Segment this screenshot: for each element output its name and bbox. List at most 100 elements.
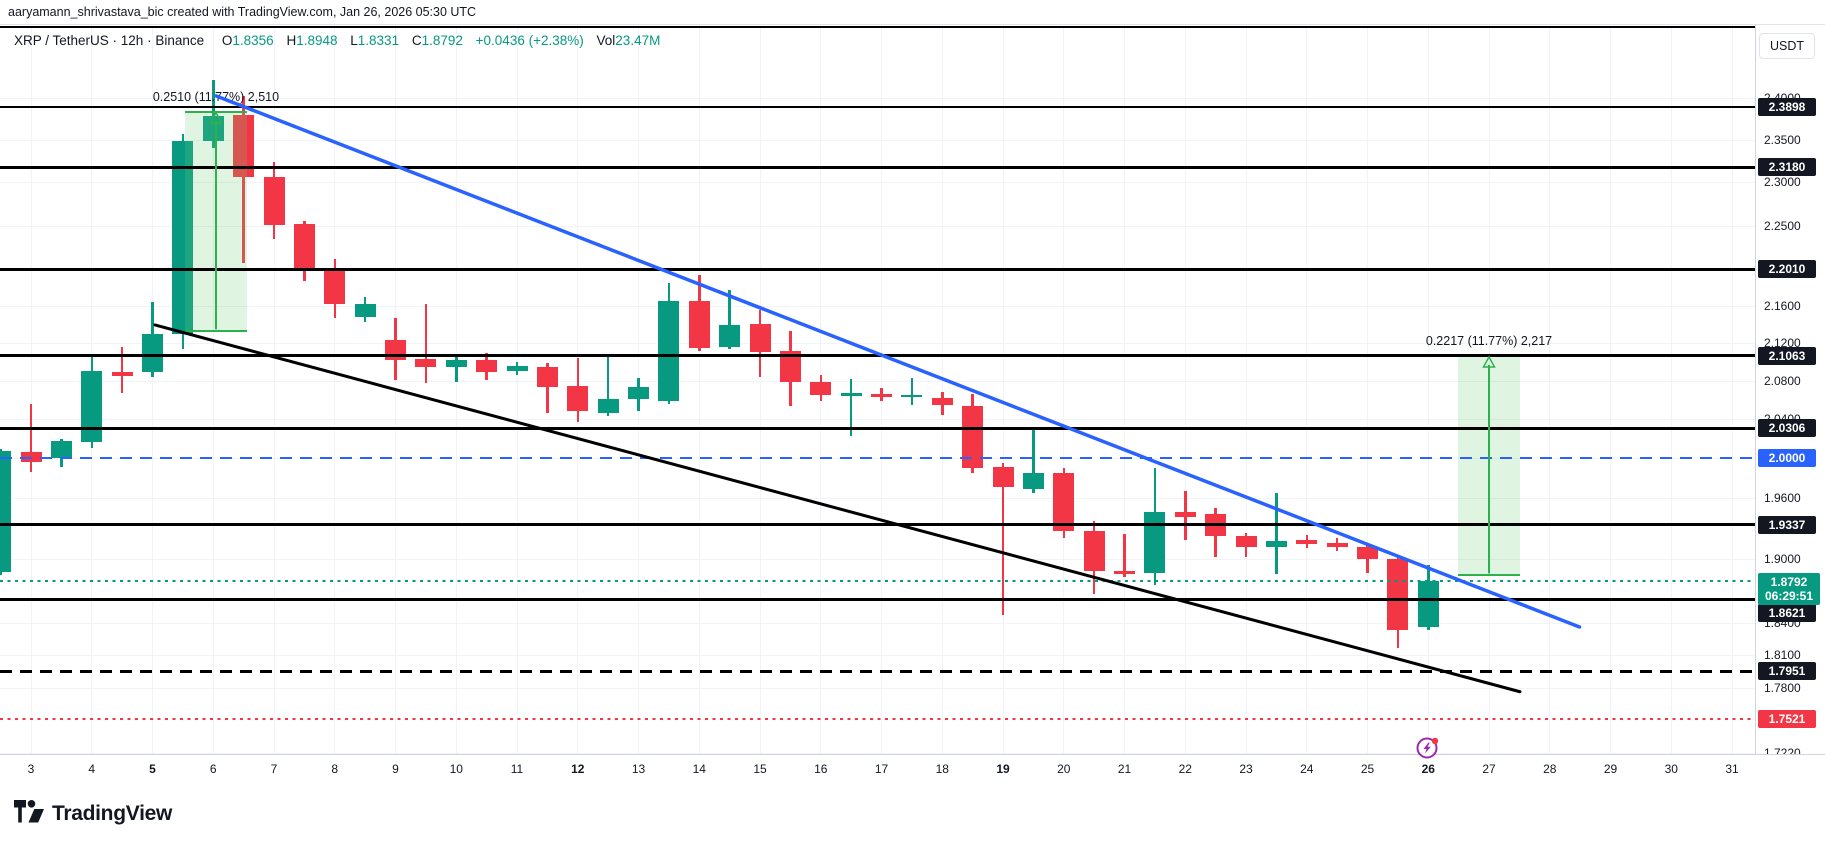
time-axis-label: 28: [1543, 762, 1557, 776]
price-tick-label: 2.3000: [1764, 175, 1801, 190]
price-badge: 2.1063: [1758, 346, 1816, 365]
time-axis-label: 29: [1603, 762, 1618, 776]
grid-line-vertical: [1245, 25, 1247, 754]
time-axis-label: 23: [1239, 762, 1253, 776]
symbol-legend[interactable]: XRP / TetherUS · 12h · Binance O1.8356 H…: [14, 33, 669, 48]
price-badge: 2.0306: [1758, 419, 1816, 438]
candle-body: [111, 371, 133, 376]
grid-line-vertical: [1427, 25, 1429, 754]
price-level-line[interactable]: [0, 26, 1755, 29]
price-level-line[interactable]: [0, 580, 1755, 582]
grid-line-vertical: [1610, 25, 1611, 754]
grid-line-horizontal: [0, 687, 1755, 689]
time-axis-label: 18: [935, 762, 949, 776]
candle-body: [20, 451, 42, 462]
candle-body: [1235, 535, 1257, 547]
candle-wick: [1275, 492, 1278, 575]
change-value: +0.0436 (+2.38%): [475, 33, 584, 48]
grid-line-horizontal: [0, 139, 1755, 141]
candle-body: [628, 387, 649, 399]
time-axis-label: 9: [392, 762, 399, 776]
grid-line-vertical: [273, 25, 275, 754]
time-axis-label: 11: [510, 762, 524, 776]
time-axis-label: 30: [1664, 762, 1678, 776]
candle-body: [1357, 547, 1378, 560]
measure-label: 0.2217 (11.77%) 2,217: [1425, 333, 1553, 348]
price-level-line[interactable]: [0, 456, 1755, 460]
measure-box[interactable]: [184, 111, 248, 332]
time-axis-label: 7: [270, 762, 278, 776]
chart-plot-area[interactable]: 0.2510 (11.77%) 2,510 0.2217 (11.77%) 2,2…: [0, 25, 1755, 754]
price-tick-label: 1.9000: [1764, 552, 1801, 567]
time-axis-label: 3: [27, 762, 35, 776]
grid-line-vertical: [1063, 25, 1065, 754]
price-level-line[interactable]: [0, 597, 1755, 601]
time-axis-label: 12: [571, 762, 585, 776]
candle-body: [901, 394, 923, 398]
measure-box-top-edge: [184, 110, 248, 113]
candle-body: [1144, 512, 1166, 573]
price-axis[interactable]: 2.40002.35002.30002.25002.16002.12002.08…: [1755, 25, 1825, 754]
symbol-title[interactable]: XRP / TetherUS · 12h · Binance: [14, 33, 205, 48]
price-level-line[interactable]: [0, 106, 1755, 108]
grid-line-horizontal: [0, 622, 1755, 624]
price-level-line[interactable]: [0, 523, 1755, 527]
price-badge: 1.7521: [1758, 710, 1816, 729]
time-axis[interactable]: 3 4 5 6 7 8 9 10 11 12 13 14 15 16 17 18 19 20 21 22 23 24 25 2…: [0, 754, 1825, 793]
candle-body: [719, 325, 741, 347]
candle-body: [1387, 559, 1409, 630]
price-level-line[interactable]: [0, 669, 1755, 673]
time-axis-label: 8: [331, 762, 339, 776]
candle-body: [992, 466, 1014, 487]
candle-body: [840, 392, 862, 397]
measure-label: 0.2510 (11.77%) 2,510: [152, 89, 280, 104]
candle-body: [415, 359, 437, 367]
price-tick-label: 1.7220: [1764, 746, 1801, 754]
grid-line-horizontal: [0, 306, 1755, 308]
measure-box[interactable]: [1458, 355, 1520, 576]
grid-line-vertical: [455, 25, 457, 754]
candle-body: [172, 140, 194, 334]
event-lightning-icon[interactable]: [1416, 736, 1440, 760]
currency-button[interactable]: USDT: [1759, 33, 1815, 59]
price-level-line[interactable]: [0, 354, 1755, 358]
candle-body: [1296, 539, 1318, 544]
grid-line-vertical: [1124, 25, 1125, 754]
price-tick-label: 2.1200: [1764, 336, 1801, 351]
tradingview-logo-text: TradingView: [52, 802, 173, 825]
grid-line-vertical: [1002, 25, 1004, 754]
price-level-line[interactable]: [0, 426, 1755, 430]
candle-body: [324, 270, 346, 304]
price-tick-label: 1.7800: [1764, 680, 1801, 695]
time-axis-label: 17: [874, 762, 889, 776]
grid-line-vertical: [759, 25, 761, 754]
ohlc-high: H1.8948: [286, 33, 338, 48]
grid-line-vertical: [1184, 25, 1186, 754]
candle-body: [1265, 540, 1287, 547]
candle-body: [0, 451, 12, 572]
grid-line-horizontal: [0, 225, 1755, 227]
candle-body: [1174, 512, 1196, 518]
price-level-line[interactable]: [0, 267, 1755, 271]
candle-body: [263, 177, 285, 226]
time-axis-label: 27: [1482, 762, 1496, 776]
grid-line-vertical: [395, 25, 396, 754]
grid-line-vertical: [698, 25, 700, 754]
time-axis-label: 22: [1178, 762, 1192, 776]
candle-body: [1326, 542, 1348, 548]
grid-line-vertical: [1306, 25, 1308, 754]
current-price-badge: 1.8792 06:29:51: [1758, 572, 1820, 605]
time-axis-label: 20: [1057, 762, 1071, 776]
price-level-line[interactable]: [0, 165, 1755, 169]
grid-line-vertical: [1670, 25, 1672, 754]
grid-line-horizontal: [0, 655, 1755, 656]
candle-body: [50, 440, 72, 459]
time-axis-label: 19: [996, 762, 1010, 776]
candle-body: [567, 385, 589, 411]
price-tick-label: 2.1600: [1764, 299, 1801, 314]
price-level-line[interactable]: [0, 717, 1755, 721]
candle-body: [749, 324, 771, 352]
time-axis-label: 15: [753, 762, 767, 776]
footer-logo[interactable]: TradingView: [14, 800, 172, 828]
